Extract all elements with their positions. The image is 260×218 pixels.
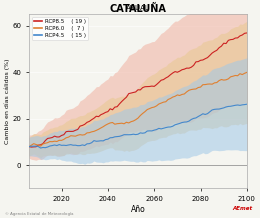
Y-axis label: Cambio en días cálidos (%): Cambio en días cálidos (%) [4,59,10,144]
Text: © Agencia Estatal de Meteorología: © Agencia Estatal de Meteorología [5,212,74,216]
Title: CATALUÑA: CATALUÑA [109,4,166,14]
X-axis label: Año: Año [131,205,145,214]
Text: AEmet: AEmet [232,206,252,211]
Legend: RCP8.5    ( 19 ), RCP6.0    (  7 ), RCP4.5    ( 15 ): RCP8.5 ( 19 ), RCP6.0 ( 7 ), RCP4.5 ( 15… [32,17,88,40]
Text: ANUAL: ANUAL [126,5,150,11]
